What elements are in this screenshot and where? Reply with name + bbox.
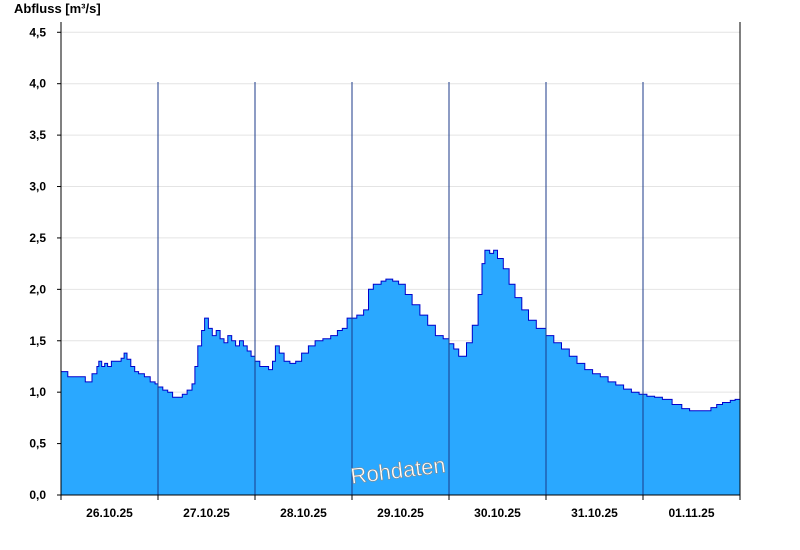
y-tick-label-7: 3,5 [29,128,46,142]
y-tick-label-9: 4,5 [29,25,46,39]
discharge-area [61,250,740,495]
series-area-group [61,249,741,495]
y-tick-label-4: 2,0 [29,282,46,296]
y-tick-label-3: 1,5 [29,334,46,348]
grid-lines [61,31,740,445]
x-tick-labels: 26.10.25 27.10.25 28.10.25 29.10.25 30.10.25… [86,506,715,520]
axes [57,22,741,500]
discharge-line [61,249,741,412]
x-tick-label-0: 26.10.25 [86,506,133,520]
x-tick-label-3: 29.10.25 [377,506,424,520]
x-tick-label-1: 27.10.25 [183,506,230,520]
x-tick-label-6: 01.11.25 [668,506,714,520]
y-tick-labels: 0,0 0,5 1,0 1,5 2,0 2,5 3,0 3,5 4,0 4,5 [29,25,46,502]
y-tick-label-1: 0,5 [29,437,46,451]
y-tick-label-8: 4,0 [29,77,46,91]
y-tick-label-5: 2,5 [29,231,46,245]
x-tick-label-4: 30.10.25 [474,506,521,520]
y-axis-label: Abfluss [m³/s] [14,1,101,16]
y-tick-label-2: 1,0 [29,385,46,399]
x-tick-label-2: 28.10.25 [280,506,327,520]
y-tick-label-6: 3,0 [29,180,46,194]
x-tick-label-5: 31.10.25 [571,506,618,520]
y-tick-label-0: 0,0 [29,488,46,502]
day-boundary-lines [157,82,644,495]
